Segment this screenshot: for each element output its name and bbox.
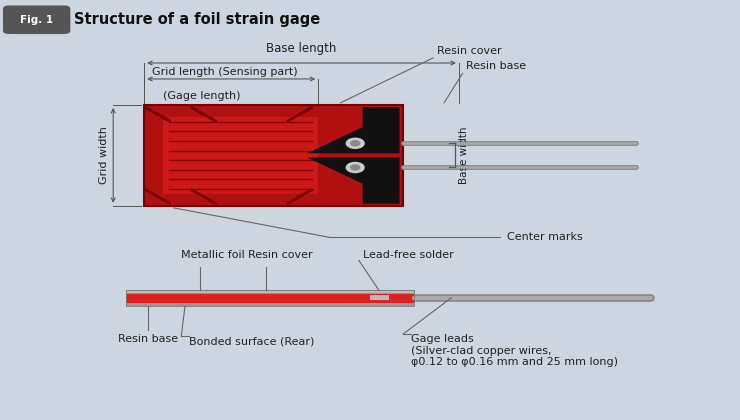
FancyBboxPatch shape (3, 5, 70, 34)
Bar (144, 105, 403, 206)
Circle shape (351, 165, 360, 170)
Circle shape (351, 141, 360, 146)
Text: Base width: Base width (459, 127, 469, 184)
Text: Structure of a foil strain gage: Structure of a foil strain gage (74, 12, 320, 27)
Text: Bonded surface (Rear): Bonded surface (Rear) (189, 336, 314, 346)
Bar (126, 303, 414, 306)
Text: Resin cover: Resin cover (248, 250, 312, 260)
Text: Resin cover: Resin cover (437, 46, 501, 56)
Text: Grid length (Sensing part): Grid length (Sensing part) (152, 67, 297, 77)
Text: Resin base: Resin base (118, 334, 178, 344)
Text: Lead-free solder: Lead-free solder (363, 250, 454, 260)
Circle shape (346, 138, 364, 148)
Text: Resin base: Resin base (466, 61, 526, 71)
Bar (126, 290, 414, 306)
Text: Gage leads
(Silver-clad copper wires,
φ0.12 to φ0.16 mm and 25 mm long): Gage leads (Silver-clad copper wires, φ0… (411, 334, 618, 367)
Polygon shape (307, 107, 400, 153)
Bar (370, 295, 388, 300)
Text: Metallic foil: Metallic foil (181, 250, 245, 260)
Bar (126, 293, 414, 303)
Text: Fig. 1: Fig. 1 (20, 15, 53, 25)
Polygon shape (307, 158, 400, 204)
Text: Center marks: Center marks (507, 232, 582, 242)
Text: Base length: Base length (266, 42, 337, 55)
Bar (163, 117, 318, 194)
Text: (Gage length): (Gage length) (163, 91, 240, 101)
Circle shape (346, 163, 364, 173)
Text: Grid width: Grid width (99, 126, 110, 184)
Bar (126, 290, 414, 293)
